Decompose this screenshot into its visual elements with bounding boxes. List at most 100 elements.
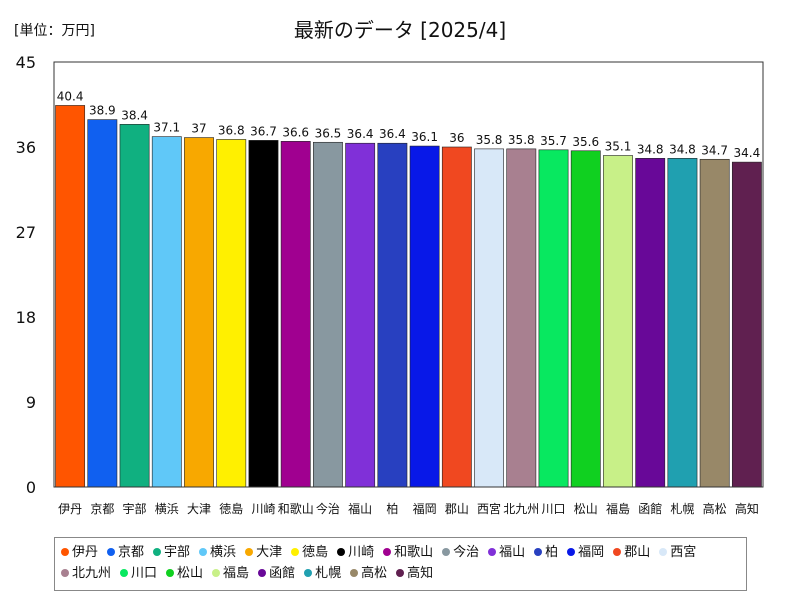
value-label-bg xyxy=(183,120,215,136)
value-label-bg xyxy=(215,122,247,138)
value-label-川口: 35.7 xyxy=(540,134,567,148)
y-tick-label-9: 9 xyxy=(26,393,36,412)
legend-label: 川口 xyxy=(131,566,158,581)
legend-marker-icon xyxy=(61,569,69,577)
legend-marker-icon xyxy=(567,548,576,556)
legend-marker-icon xyxy=(212,569,221,577)
legend-label: 川崎 xyxy=(348,545,375,560)
x-tick-label-北九州: 北九州 xyxy=(503,502,539,516)
legend-item-川口: 川口 xyxy=(120,563,157,584)
bar-柏 xyxy=(377,142,408,488)
legend-marker-icon xyxy=(107,548,116,556)
legend-item-柏: 柏 xyxy=(534,542,558,563)
legend-marker-icon xyxy=(120,569,129,577)
bar-大津 xyxy=(184,137,214,488)
value-label-bg xyxy=(409,129,441,145)
value-label-北九州: 35.8 xyxy=(508,133,535,147)
bar-伊丹 xyxy=(55,105,86,488)
value-label-高松: 34.7 xyxy=(701,143,728,157)
value-label-bg xyxy=(570,133,602,149)
value-label-函館: 34.8 xyxy=(637,142,664,156)
x-tick-label-札幌: 札幌 xyxy=(670,501,694,516)
value-label-和歌山: 36.6 xyxy=(282,125,309,139)
bar-高松 xyxy=(699,158,730,488)
x-tick-label-柏: 柏 xyxy=(386,501,398,516)
value-label-徳島: 36.8 xyxy=(218,123,245,137)
legend-marker-icon xyxy=(245,548,254,556)
value-label-bg xyxy=(376,126,408,142)
chart-title: 最新のデータ [2025/4] xyxy=(293,18,507,42)
value-label-bg xyxy=(344,126,376,142)
legend-label: 大津 xyxy=(256,545,283,560)
x-tick-label-伊丹: 伊丹 xyxy=(58,502,82,516)
legend-label: 今治 xyxy=(453,545,480,560)
legend-item-福岡: 福岡 xyxy=(567,542,604,563)
legend-label: 福岡 xyxy=(578,545,605,560)
x-tick-label-高松: 高松 xyxy=(703,501,727,516)
value-label-bg xyxy=(473,131,505,147)
legend-item-福山: 福山 xyxy=(488,542,525,563)
bar-横浜 xyxy=(151,136,182,488)
legend-marker-icon xyxy=(534,548,543,556)
legend-label: 函館 xyxy=(269,566,296,581)
value-label-bg xyxy=(505,131,537,147)
value-label-bg xyxy=(537,132,570,148)
legend-item-伊丹: 伊丹 xyxy=(61,542,98,563)
value-label-高知: 34.4 xyxy=(734,146,761,160)
value-label-bg xyxy=(151,119,183,135)
legend-marker-icon xyxy=(337,548,346,556)
legend-marker-icon xyxy=(383,548,392,556)
value-label-bg xyxy=(441,130,473,145)
value-label-柏: 36.4 xyxy=(379,127,406,141)
value-label-bg xyxy=(602,138,634,154)
legend-label: 西宮 xyxy=(670,545,697,560)
bar-郡山 xyxy=(441,146,472,488)
legend-label: 宇部 xyxy=(164,545,191,560)
x-tick-label-川口: 川口 xyxy=(542,502,566,516)
legend-label: 高松 xyxy=(361,566,388,581)
x-tick-label-郡山: 郡山 xyxy=(445,502,469,516)
x-tick-label-川崎: 川崎 xyxy=(251,502,275,516)
x-tick-label-福岡: 福岡 xyxy=(413,501,437,516)
x-tick-label-大津: 大津 xyxy=(187,502,211,516)
x-tick-label-高知: 高知 xyxy=(735,501,759,516)
value-label-bg xyxy=(86,102,118,118)
bar-札幌 xyxy=(667,158,698,488)
value-label-宇部: 38.4 xyxy=(121,108,148,122)
y-tick-label-45: 45 xyxy=(16,53,36,72)
value-label-今治: 36.5 xyxy=(315,126,342,140)
value-label-横浜: 37.1 xyxy=(153,121,180,135)
legend-item-松山: 松山 xyxy=(166,563,203,584)
x-tick-label-福山: 福山 xyxy=(348,501,372,516)
legend-marker-icon xyxy=(291,548,300,556)
legend-label: 高知 xyxy=(407,566,434,581)
bar-福山 xyxy=(345,142,376,488)
legend-marker-icon xyxy=(61,548,69,556)
legend-item-札幌: 札幌 xyxy=(304,563,341,584)
legend-marker-icon xyxy=(153,548,162,556)
y-tick-label-36: 36 xyxy=(16,138,36,157)
value-label-京都: 38.9 xyxy=(89,104,116,118)
value-label-川崎: 36.7 xyxy=(250,124,277,138)
bar-川口 xyxy=(538,149,569,488)
legend-item-横浜: 横浜 xyxy=(199,542,236,563)
legend-item-函館: 函館 xyxy=(258,563,295,584)
unit-label: [単位：万円] xyxy=(14,23,95,39)
x-tick-label-横浜: 横浜 xyxy=(155,502,179,516)
legend-item-宇部: 宇部 xyxy=(153,542,190,563)
y-tick-label-27: 27 xyxy=(16,223,36,242)
legend-item-今治: 今治 xyxy=(442,542,479,563)
value-label-bg xyxy=(247,123,280,139)
value-label-bg xyxy=(699,142,731,158)
legend-label: 徳島 xyxy=(302,545,329,560)
value-label-bg xyxy=(731,145,763,161)
legend-marker-icon xyxy=(396,569,405,577)
legend-label: 札幌 xyxy=(315,566,342,581)
value-label-札幌: 34.8 xyxy=(669,142,696,156)
legend-item-京都: 京都 xyxy=(107,542,144,563)
value-label-郡山: 36 xyxy=(449,131,464,145)
x-tick-label-今治: 今治 xyxy=(316,501,340,516)
legend-item-徳島: 徳島 xyxy=(291,542,328,563)
legend-item-北九州: 北九州 xyxy=(61,563,111,584)
legend-item-和歌山: 和歌山 xyxy=(383,542,433,563)
